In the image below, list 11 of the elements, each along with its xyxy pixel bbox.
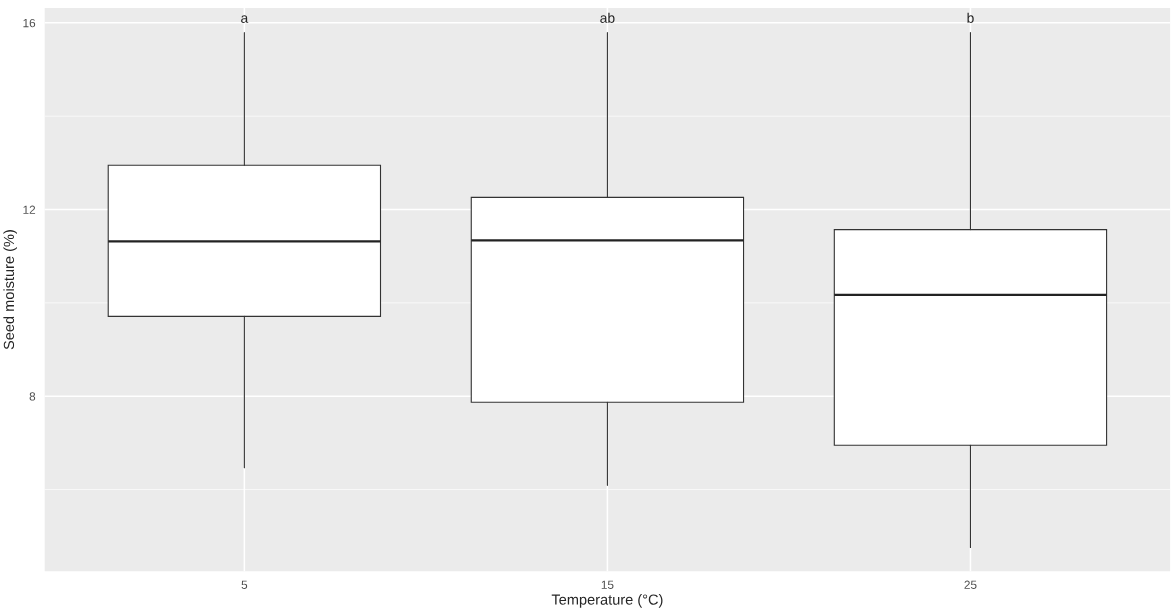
x-tick-label: 5 — [241, 580, 248, 589]
y-tick-label: 16 — [23, 18, 36, 28]
annotation: ab — [600, 12, 615, 23]
annotation: a — [241, 15, 249, 23]
y-axis-title: Seed moisture (%) — [3, 230, 17, 350]
x-axis-title: Temperature (°C) — [551, 594, 663, 608]
annotation: b — [967, 12, 974, 23]
x-tick-label: 15 — [601, 580, 614, 589]
y-tick-label: 12 — [23, 205, 36, 214]
x-tick-label: 25 — [964, 580, 977, 589]
y-tick-label: 8 — [29, 392, 36, 401]
